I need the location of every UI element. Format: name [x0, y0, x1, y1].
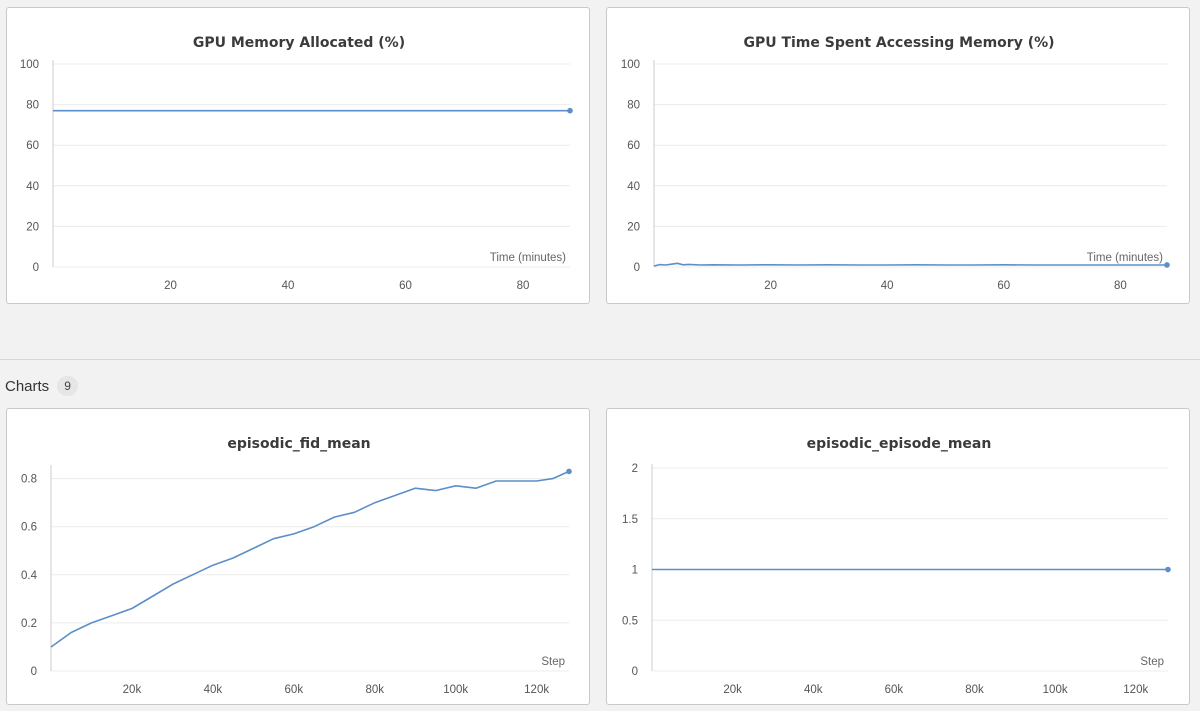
y-tick-label: 20: [26, 221, 39, 233]
x-tick-label: 20: [164, 280, 177, 292]
y-tick-label: 0.4: [21, 570, 38, 582]
y-tick-label: 0.8: [21, 474, 37, 486]
x-tick-label: 100k: [1043, 684, 1068, 696]
charts-section-header[interactable]: Charts 9: [5, 374, 78, 398]
y-tick-label: 40: [627, 181, 640, 193]
x-tick-label: 20k: [723, 684, 742, 696]
x-tick-label: 120k: [1123, 684, 1148, 696]
x-axis-label: Time (minutes): [490, 252, 566, 264]
chart-panel-gpu-memory-allocated[interactable]: GPU Memory Allocated (%) 0 20 40 60 80 100 20 40…: [6, 7, 590, 304]
y-tick-label: 0.5: [622, 615, 638, 627]
chart-title: GPU Time Spent Accessing Memory (%): [743, 35, 1054, 51]
x-tick-label: 100k: [443, 684, 468, 696]
chart-title: GPU Memory Allocated (%): [193, 35, 405, 51]
chart-panel-gpu-time-accessing-memory[interactable]: GPU Time Spent Accessing Memory (%) 0 20 40…: [606, 7, 1190, 304]
x-tick-label: 60k: [285, 684, 304, 696]
x-tick-label: 60: [399, 280, 412, 292]
x-tick-label: 80: [517, 280, 530, 292]
x-tick-label: 80: [1114, 280, 1127, 292]
x-tick-label: 40: [282, 280, 295, 292]
y-tick-label: 1.5: [622, 514, 638, 526]
x-tick-label: 20: [764, 280, 777, 292]
x-tick-label: 40: [881, 280, 894, 292]
x-tick-label: 40k: [204, 684, 223, 696]
series-end-point[interactable]: [566, 468, 572, 475]
x-tick-label: 80k: [365, 684, 384, 696]
x-tick-label: 60k: [885, 684, 904, 696]
y-tick-label: 0: [33, 262, 39, 274]
x-axis-label: Step: [1140, 656, 1164, 668]
x-tick-label: 60: [997, 280, 1010, 292]
x-tick-label: 40k: [804, 684, 823, 696]
y-tick-label: 2: [632, 463, 638, 475]
y-tick-label: 0: [634, 262, 640, 274]
chart-title: episodic_fid_mean: [227, 436, 370, 452]
chart-svg: episodic_episode_mean 0 0.5 1 1.5 2 20k 40k 60k 8…: [622, 436, 1171, 696]
y-tick-label: 80: [627, 100, 640, 112]
chart-svg: episodic_fid_mean 0 0.2 0.4 0.6 0.8 20k 40k 60k 8…: [21, 436, 572, 696]
series-end-point[interactable]: [567, 107, 573, 114]
chart-svg: GPU Time Spent Accessing Memory (%) 0 20 40…: [621, 35, 1170, 292]
y-tick-label: 20: [627, 221, 640, 233]
section-title: Charts: [5, 377, 50, 395]
y-tick-label: 0.6: [21, 522, 37, 534]
y-tick-label: 0: [31, 666, 37, 678]
series-end-point[interactable]: [1164, 262, 1170, 268]
y-tick-label: 40: [26, 181, 39, 193]
chart-title: episodic_episode_mean: [807, 436, 992, 452]
section-divider: [0, 359, 1200, 360]
y-tick-label: 80: [26, 100, 39, 112]
x-axis-label: Step: [541, 656, 565, 668]
x-tick-label: 80k: [965, 684, 984, 696]
x-tick-label: 120k: [524, 684, 549, 696]
chart-panel-episodic-fid-mean[interactable]: episodic_fid_mean 0 0.2 0.4 0.6 0.8 20k 40k 60k 8…: [6, 408, 590, 705]
y-tick-label: 60: [627, 140, 640, 152]
section-count-badge: 9: [57, 376, 78, 396]
y-tick-label: 60: [26, 140, 39, 152]
series-line-0: [50, 470, 570, 648]
series-line-0: [653, 262, 1167, 267]
chart-panel-episodic-episode-mean[interactable]: episodic_episode_mean 0 0.5 1 1.5 2 20k 40k 60k 8…: [606, 408, 1190, 705]
y-tick-label: 100: [20, 59, 39, 71]
series-end-point[interactable]: [1165, 566, 1171, 573]
x-tick-label: 20k: [123, 684, 142, 696]
y-tick-label: 0.2: [21, 618, 37, 630]
y-tick-label: 0: [632, 666, 638, 678]
chart-svg: GPU Memory Allocated (%) 0 20 40 60 80 100 20 40…: [20, 35, 573, 292]
y-tick-label: 1: [632, 565, 638, 577]
x-axis-label: Time (minutes): [1087, 252, 1163, 264]
y-tick-label: 100: [621, 59, 640, 71]
